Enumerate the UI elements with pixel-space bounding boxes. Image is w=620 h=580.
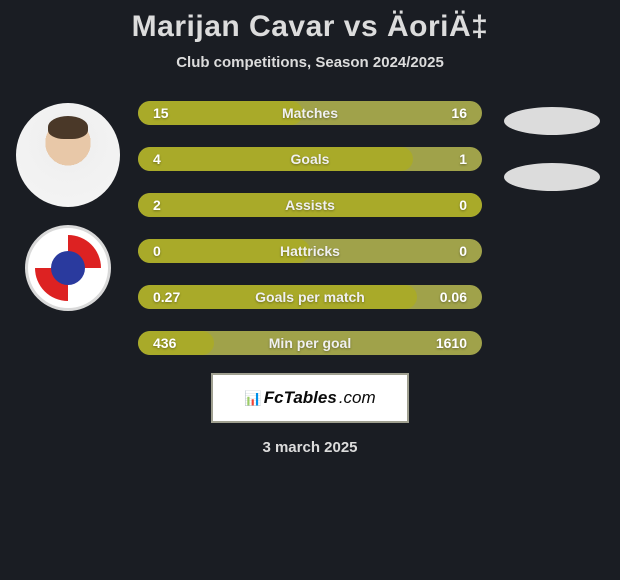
stat-label: Matches	[282, 105, 338, 121]
stat-right-value: 0	[459, 243, 482, 259]
stat-left-value: 436	[138, 335, 176, 351]
page-subtitle: Club competitions, Season 2024/2025	[8, 54, 612, 71]
right-column	[492, 101, 612, 191]
stat-right-value: 0	[459, 197, 482, 213]
stat-right-value: 1610	[436, 335, 482, 351]
stat-row-mpg: 436 Min per goal 1610	[138, 331, 482, 355]
stat-label: Min per goal	[269, 335, 351, 351]
player-avatar	[16, 103, 120, 207]
stat-row-assists: 2 Assists 0	[138, 193, 482, 217]
stat-row-gpm: 0.27 Goals per match 0.06	[138, 285, 482, 309]
stat-label: Goals per match	[255, 289, 365, 305]
stat-right-value: 0.06	[440, 289, 482, 305]
opponent-avatar-placeholder	[504, 107, 600, 135]
brand-strong: FcTables	[264, 388, 337, 408]
brand-suffix: .com	[339, 388, 376, 408]
opponent-badge-placeholder	[504, 163, 600, 191]
stat-row-goals: 4 Goals 1	[138, 147, 482, 171]
club-badge	[25, 225, 111, 311]
attribution-box: 📊 FcTables.com	[211, 373, 409, 423]
club-badge-inner	[35, 235, 101, 301]
stat-row-hattricks: 0 Hattricks 0	[138, 239, 482, 263]
chart-icon: 📊	[244, 390, 261, 407]
stat-left-value: 4	[138, 151, 161, 167]
stat-label: Assists	[285, 197, 335, 213]
stat-left-value: 0	[138, 243, 161, 259]
stat-label: Hattricks	[280, 243, 340, 259]
stat-right-value: 1	[459, 151, 482, 167]
stat-left-value: 2	[138, 197, 161, 213]
stat-row-matches: 15 Matches 16	[138, 101, 482, 125]
page-title: Marijan Cavar vs ÄoriÄ‡	[8, 10, 612, 44]
left-column	[8, 101, 128, 311]
stat-left-value: 0.27	[138, 289, 180, 305]
stats-column: 15 Matches 16 4 Goals 1 2 Assists 0 0 Ha…	[138, 101, 482, 355]
stat-left-value: 15	[138, 105, 169, 121]
date-label: 3 march 2025	[8, 439, 612, 456]
stat-fill	[138, 147, 413, 171]
stat-right-value: 16	[451, 105, 482, 121]
stats-content: 15 Matches 16 4 Goals 1 2 Assists 0 0 Ha…	[8, 101, 612, 355]
stat-label: Goals	[291, 151, 330, 167]
